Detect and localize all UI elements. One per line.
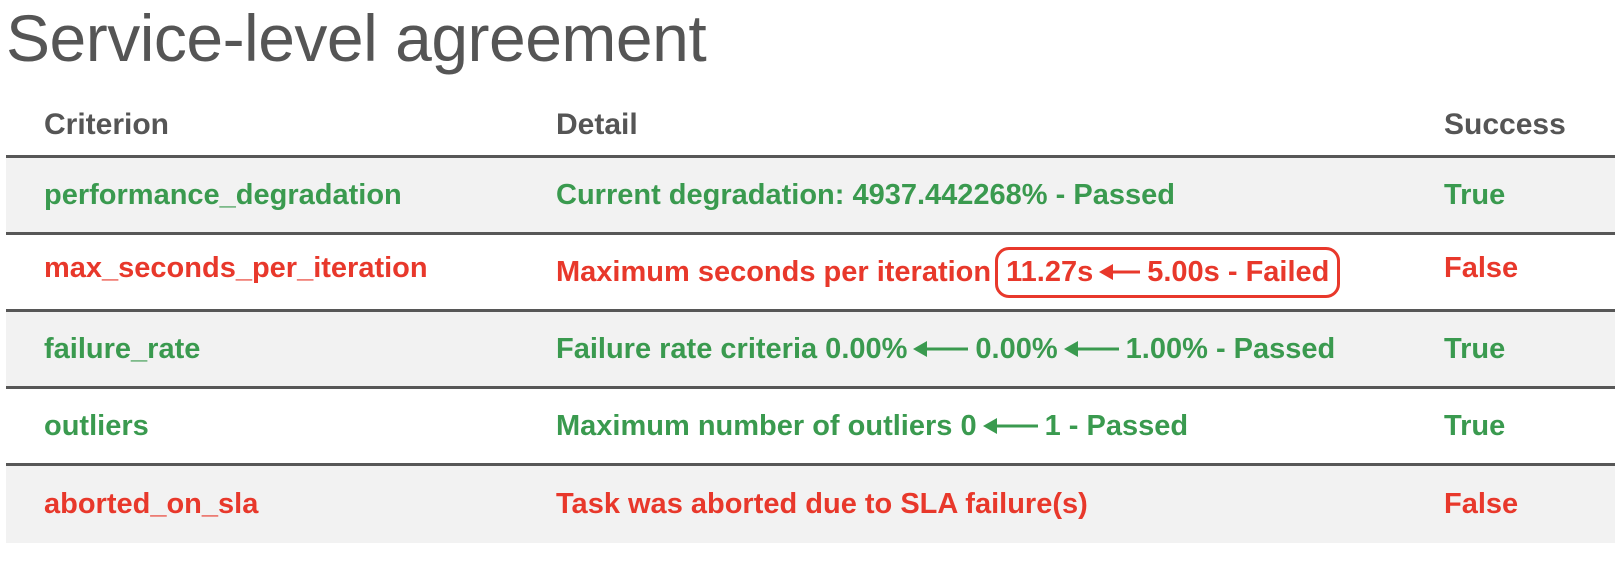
detail-mid: 0.00%	[975, 332, 1058, 365]
column-header-success: Success	[1444, 108, 1566, 141]
column-header-criterion: Criterion	[44, 108, 170, 141]
success-cell: True	[1444, 178, 1506, 211]
criterion-cell: outliers	[44, 409, 149, 442]
detail-cell: Current degradation: 4937.442268% - Pass…	[556, 178, 1175, 211]
table-row: outliers Maximum number of outliers 0 1 …	[6, 389, 1615, 466]
success-cell: False	[1444, 251, 1519, 284]
detail-value: 11.27s	[1006, 255, 1094, 288]
criterion-cell: failure_rate	[44, 332, 201, 365]
page-title: Service-level agreement	[6, 1, 707, 75]
arrow-left-icon	[1099, 264, 1141, 280]
table-row: aborted_on_sla Task was aborted due to S…	[6, 466, 1615, 543]
criterion-cell: performance_degradation	[44, 178, 402, 211]
success-cell: True	[1444, 409, 1506, 442]
table-row: max_seconds_per_iteration Maximum second…	[6, 235, 1615, 312]
sla-table: Criterion Detail Success performance_deg…	[6, 98, 1615, 543]
arrow-left-icon	[982, 418, 1038, 434]
criterion-cell: aborted_on_sla	[44, 488, 259, 520]
detail-prefix: Maximum seconds per iteration	[556, 255, 992, 288]
success-cell: True	[1444, 332, 1506, 365]
table-header: Criterion Detail Success	[6, 98, 1615, 158]
detail-prefix: Failure rate criteria 0.00%	[556, 332, 908, 365]
column-header-detail: Detail	[556, 108, 638, 141]
detail-limit: 1.00% - Passed	[1125, 332, 1336, 365]
arrow-left-icon	[1063, 341, 1119, 357]
table-row: performance_degradation Current degradat…	[6, 158, 1615, 235]
detail-cell: Failure rate criteria 0.00% 0.00% 1.00% …	[556, 312, 1335, 386]
detail-prefix: Maximum number of outliers 0	[556, 409, 977, 442]
detail-cell: Maximum number of outliers 0 1 - Passed	[556, 389, 1188, 463]
table-row: failure_rate Failure rate criteria 0.00%…	[6, 312, 1615, 389]
failed-threshold-highlight: 11.27s 5.00s - Failed	[995, 246, 1341, 298]
criterion-cell: max_seconds_per_iteration	[44, 251, 428, 284]
arrow-left-icon	[913, 341, 969, 357]
success-cell: False	[1444, 488, 1519, 520]
detail-limit: 5.00s - Failed	[1147, 255, 1330, 288]
detail-cell: Maximum seconds per iteration 11.27s 5.0…	[556, 235, 1341, 309]
detail-cell: Task was aborted due to SLA failure(s)	[556, 488, 1088, 520]
detail-limit: 1 - Passed	[1044, 409, 1189, 442]
